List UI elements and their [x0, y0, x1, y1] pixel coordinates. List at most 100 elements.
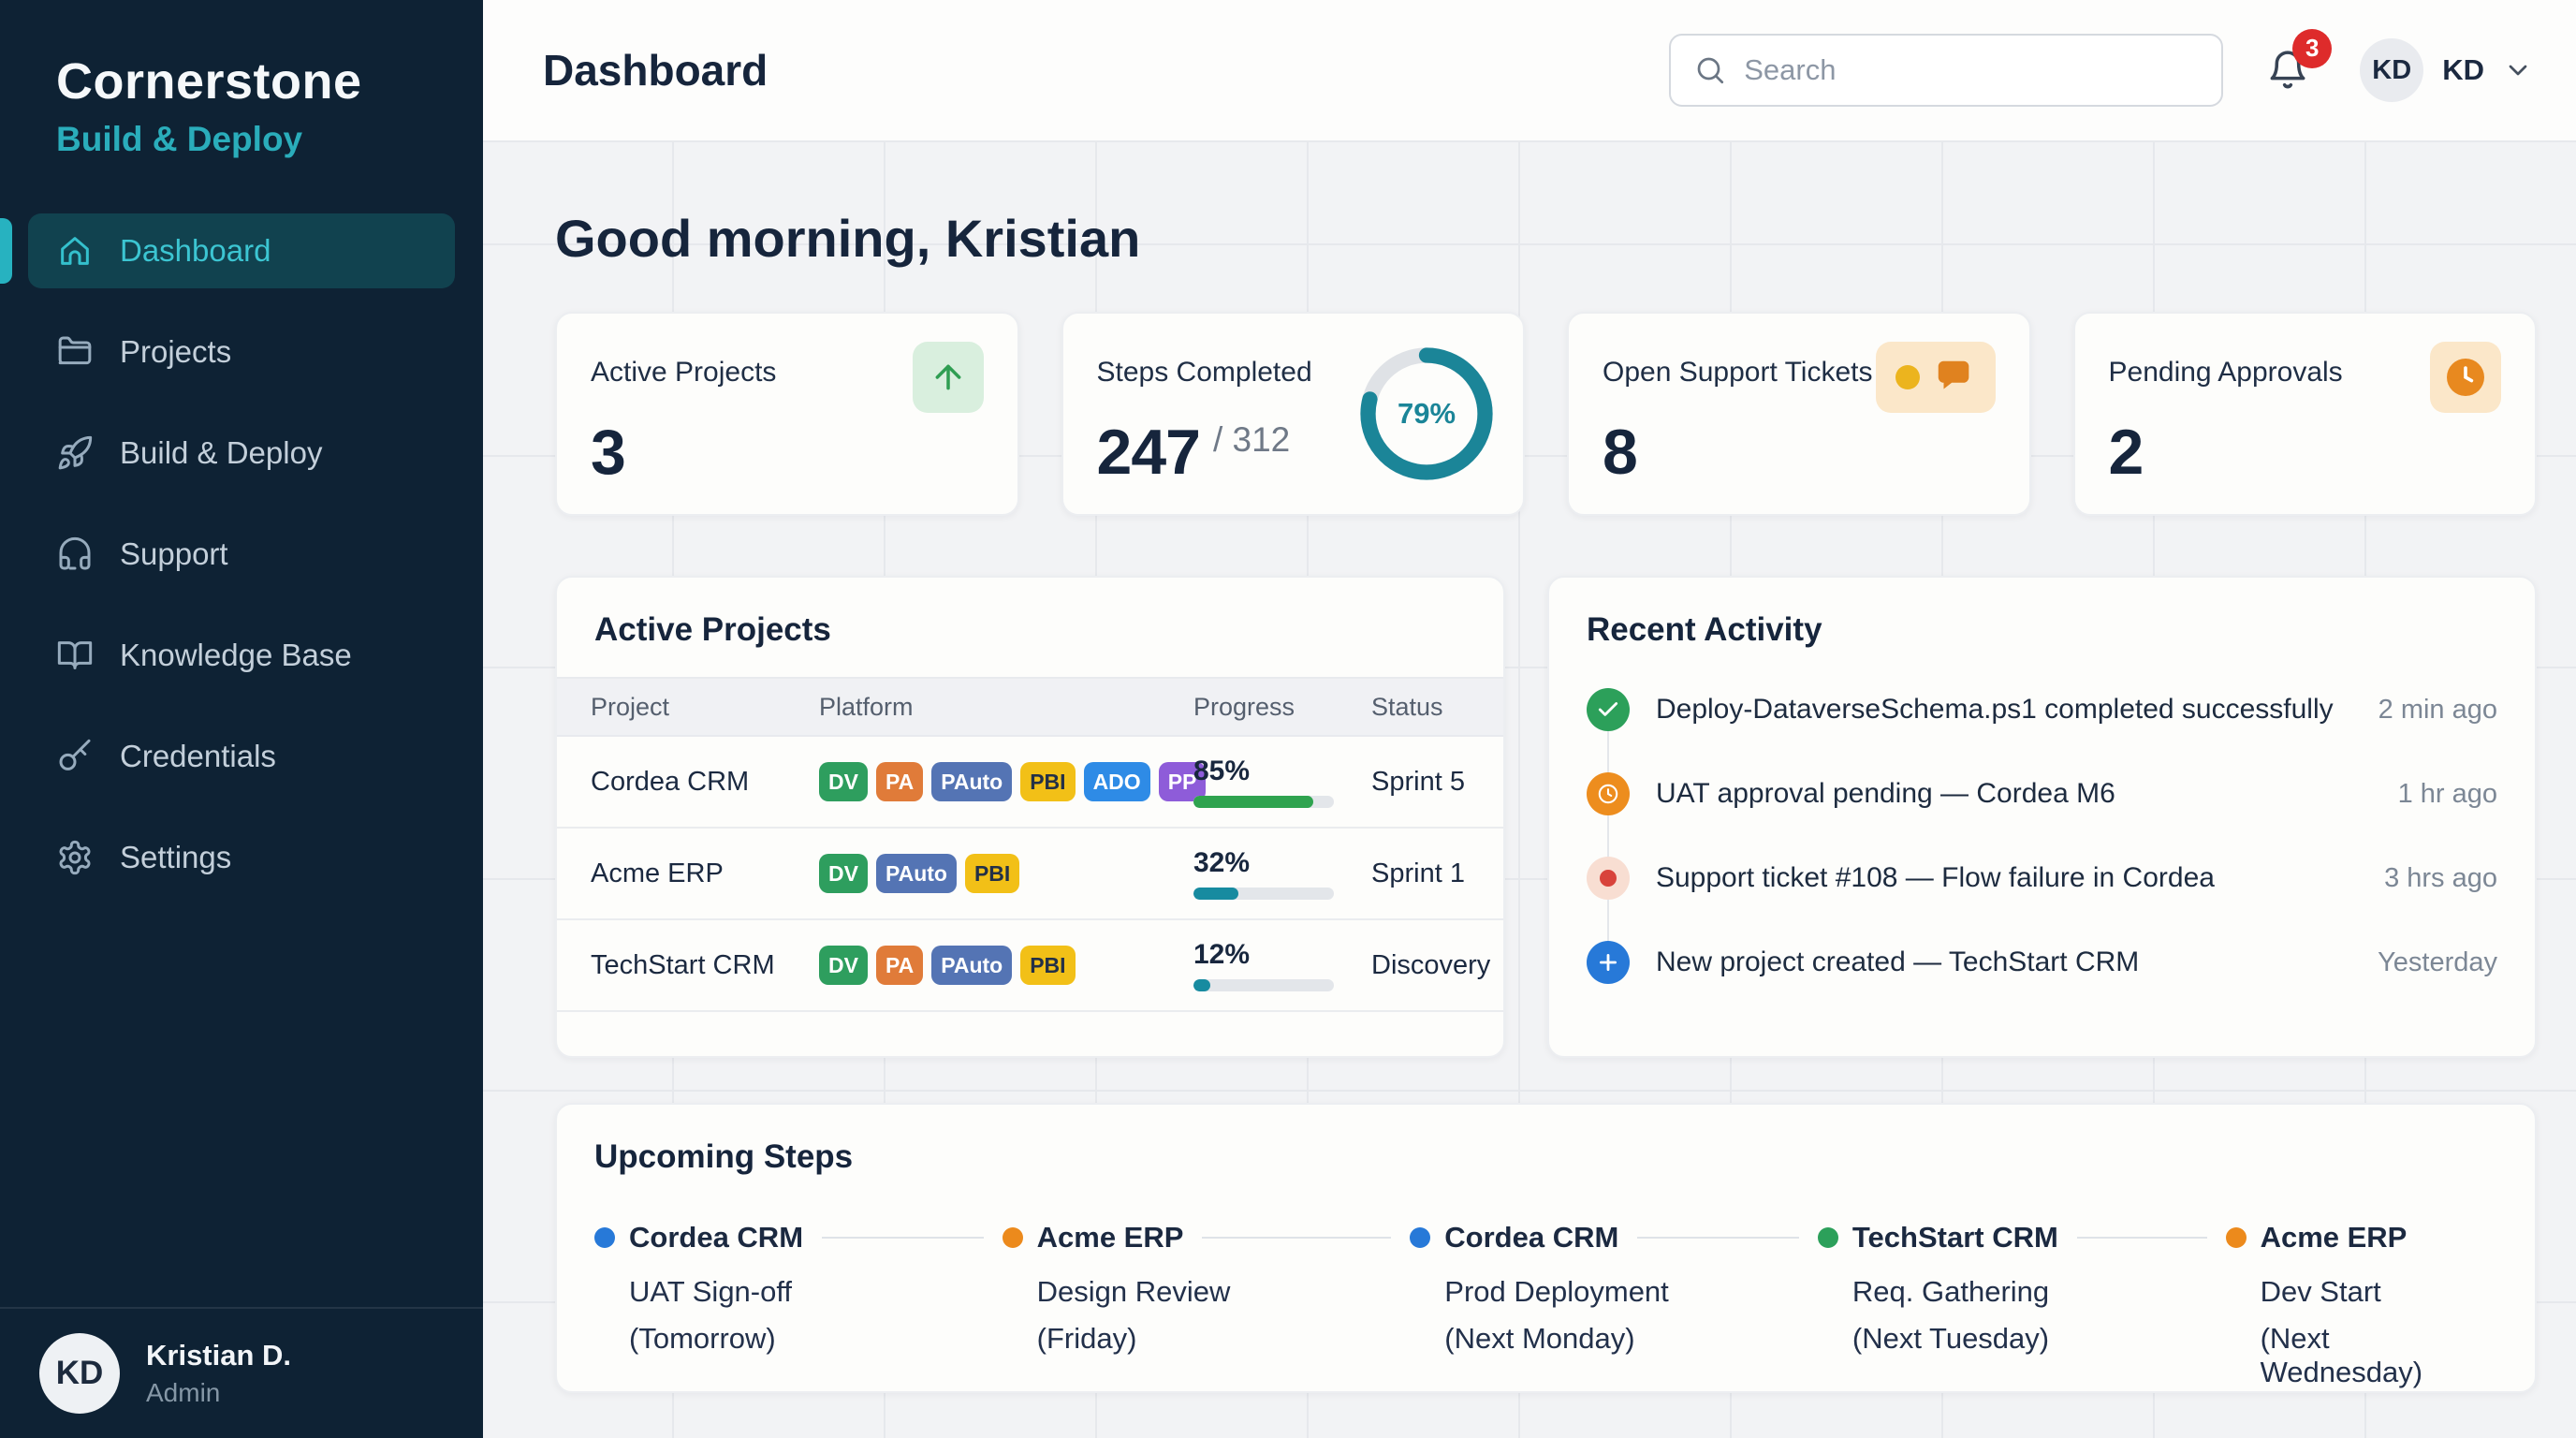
column-header: Project	[591, 692, 670, 721]
status-label: Sprint 1	[1371, 858, 1465, 888]
sidebar-item-credentials[interactable]: Credentials	[28, 719, 455, 794]
recent-activity-title: Recent Activity	[1586, 611, 1822, 648]
activity-item[interactable]: Deploy-DataverseSchema.ps1 completed suc…	[1586, 688, 2497, 731]
table-row[interactable]: Cordea CRM DV PA PAuto PBI ADO PP 85% Sprint 5	[557, 737, 1503, 829]
step-title: Dev Start	[2260, 1275, 2381, 1308]
progress-label: 32%	[1193, 847, 1251, 878]
sidebar-item-label: Dashboard	[120, 233, 271, 268]
step-project: TechStart CRM	[1852, 1221, 2058, 1254]
stat-card-steps-completed: Steps Completed 247 / 312 79%	[1061, 312, 1525, 516]
platform-badge-dv: DV	[819, 762, 868, 801]
sidebar-item-label: Projects	[120, 334, 232, 369]
step-connector	[1202, 1237, 1392, 1239]
activity-item[interactable]: UAT approval pending — Cordea M6 1 hr ago	[1586, 772, 2497, 815]
step-project: Cordea CRM	[629, 1221, 804, 1254]
platform-badge-pauto: PAuto	[875, 854, 957, 893]
user-menu[interactable]: KD KD	[2360, 38, 2533, 102]
check-icon	[1586, 688, 1630, 731]
sidebar-nav: Dashboard Projects Build & Deploy Support Kn…	[0, 213, 483, 1307]
stat-card-pending-approvals: Pending Approvals 2	[2072, 312, 2537, 516]
sidebar-item-settings[interactable]: Settings	[28, 820, 455, 895]
timeline-connector	[1606, 900, 1609, 941]
donut-percent-label: 79%	[1397, 397, 1456, 430]
chevron-down-icon	[2509, 65, 2527, 76]
progress-cell: 85%	[1193, 756, 1371, 808]
search-box[interactable]	[1669, 34, 2224, 107]
active-projects-title: Active Projects	[594, 611, 831, 648]
search-input[interactable]	[1744, 53, 2200, 87]
completion-donut: 79%	[1356, 344, 1497, 484]
notification-badge: 3	[2292, 28, 2333, 68]
platform-badges: DV PAuto PBI	[819, 854, 1193, 893]
step-date: (Next Wednesday)	[2260, 1322, 2423, 1388]
stat-value: 8	[1603, 417, 1638, 488]
notifications-button[interactable]: 3	[2259, 28, 2333, 101]
sidebar-user-role: Admin	[146, 1378, 221, 1407]
search-icon	[1697, 57, 1724, 84]
activity-time: 3 hrs ago	[2384, 862, 2497, 893]
stat-label: Steps Completed	[1096, 357, 1312, 388]
sidebar-item-knowledge-base[interactable]: Knowledge Base	[28, 618, 455, 693]
stat-label: Active Projects	[591, 357, 777, 388]
step-date: (Next Tuesday)	[1852, 1322, 2050, 1355]
sidebar: Cornerstone Build & Deploy Dashboard Proj…	[0, 0, 483, 1438]
sidebar-user-avatar: KD	[39, 1333, 120, 1414]
brand-subtitle: Build & Deploy	[56, 120, 303, 158]
progress-bar	[1193, 888, 1334, 900]
table-row[interactable]: Acme ERP DV PAuto PBI 32% Sprint 1	[557, 829, 1503, 920]
platform-badge-ado: ADO	[1083, 762, 1150, 801]
project-name: Cordea CRM	[591, 766, 750, 797]
chat-bubble-icon	[1938, 360, 1969, 389]
upcoming-step[interactable]: Acme ERP Dev Start (Next Wednesday)	[2225, 1221, 2497, 1389]
table-row[interactable]: TechStart CRM DV PA PAuto PBI 12% Discovery	[557, 920, 1503, 1012]
upcoming-step[interactable]: Cordea CRM Prod Deployment (Next Monday)	[1410, 1221, 1818, 1389]
topbar: Dashboard 3 KD KD	[483, 0, 2576, 142]
step-connector	[822, 1237, 984, 1239]
upcoming-step[interactable]: TechStart CRM Req. Gathering (Next Tuesday…	[1817, 1221, 2226, 1389]
alert-dot-icon	[1586, 857, 1630, 900]
content-area: Dashboard 3 KD KD Good morning, Kristian	[483, 0, 2576, 1438]
recent-activity-card: Recent Activity Deploy-DataverseSchema.p…	[1546, 576, 2537, 1058]
step-dot-icon	[594, 1227, 615, 1248]
timeline-connector	[1606, 731, 1609, 772]
step-date: (Friday)	[1036, 1322, 1137, 1355]
upcoming-steps-title: Upcoming Steps	[594, 1138, 854, 1175]
progress-bar	[1193, 796, 1334, 808]
support-tickets-icon	[1875, 342, 1996, 413]
sidebar-item-build-deploy[interactable]: Build & Deploy	[28, 416, 455, 491]
active-projects-card: Active Projects Project Platform Progress S…	[555, 576, 1505, 1058]
stat-value: 2	[2108, 417, 2144, 488]
step-project: Cordea CRM	[1444, 1221, 1619, 1254]
step-title: UAT Sign-off	[629, 1275, 793, 1308]
project-name: Acme ERP	[591, 858, 724, 888]
steps-timeline: Cordea CRM UAT Sign-off (Tomorrow) Acme ERP…	[594, 1221, 2497, 1389]
upcoming-step[interactable]: Acme ERP Design Review (Friday)	[1002, 1221, 1411, 1389]
upcoming-step[interactable]: Cordea CRM UAT Sign-off (Tomorrow)	[594, 1221, 1003, 1389]
activity-item[interactable]: New project created — TechStart CRM Yeste…	[1586, 941, 2497, 984]
sidebar-item-support[interactable]: Support	[28, 517, 455, 592]
gear-icon	[56, 839, 94, 876]
timeline-connector	[1606, 815, 1609, 857]
yellow-dot-icon	[1895, 365, 1920, 389]
sidebar-user-profile[interactable]: KD Kristian D. Admin	[0, 1307, 483, 1438]
activity-text: UAT approval pending — Cordea M6	[1655, 778, 2115, 809]
step-dot-icon	[1817, 1227, 1838, 1248]
sidebar-item-label: Build & Deploy	[120, 435, 323, 470]
platform-badge-pa: PA	[875, 946, 924, 985]
trend-up-icon	[912, 342, 984, 413]
platform-badges: DV PA PAuto PBI	[819, 946, 1193, 985]
sidebar-item-label: Knowledge Base	[120, 638, 352, 672]
step-title: Design Review	[1036, 1275, 1231, 1308]
activity-item[interactable]: Support ticket #108 — Flow failure in Co…	[1586, 857, 2497, 900]
plus-icon	[1586, 941, 1630, 984]
platform-badge-pbi: PBI	[1020, 762, 1076, 801]
sidebar-item-projects[interactable]: Projects	[28, 315, 455, 389]
column-header: Platform	[819, 692, 914, 721]
step-connector	[1637, 1237, 1799, 1239]
platform-badge-pauto: PAuto	[931, 946, 1013, 985]
progress-cell: 32%	[1193, 847, 1371, 900]
clock-icon	[1586, 772, 1630, 815]
platform-badge-pauto: PAuto	[931, 762, 1013, 801]
sidebar-item-dashboard[interactable]: Dashboard	[0, 213, 455, 288]
